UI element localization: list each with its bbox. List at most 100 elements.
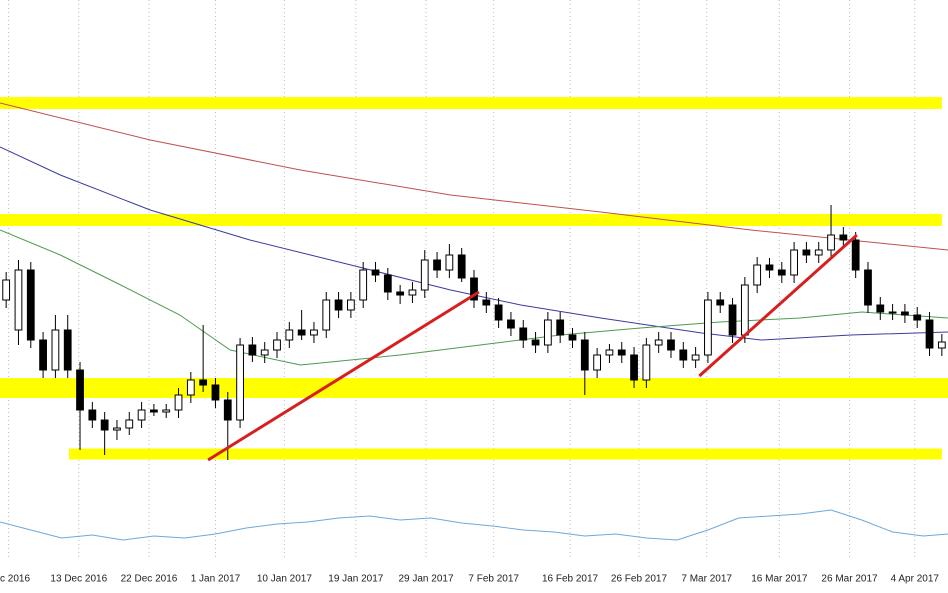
candle-body: [211, 384, 220, 401]
candle-body: [334, 299, 343, 311]
candle-body: [937, 341, 946, 349]
indicator-line: [0, 229, 948, 366]
candle-body: [310, 329, 318, 336]
candle-body: [630, 354, 638, 381]
candle-body: [285, 329, 294, 341]
candle-body: [162, 409, 171, 413]
candle-body: [113, 427, 121, 431]
candle-body: [753, 264, 762, 286]
candle-body: [137, 409, 146, 421]
x-tick-label: 16 Mar 2017: [751, 574, 808, 585]
candle-body: [531, 339, 540, 346]
level-band: [0, 378, 948, 398]
candle-body: [273, 339, 281, 351]
candle-body: [777, 269, 786, 276]
candle-body: [396, 291, 405, 296]
candle-body: [14, 269, 23, 331]
x-tick-label: 29 Jan 2017: [398, 574, 453, 585]
level-band: [0, 214, 942, 226]
candle-body: [494, 304, 503, 321]
candle-body: [322, 299, 331, 331]
candle-body: [445, 254, 454, 271]
candle-body: [346, 299, 355, 311]
candle-body: [297, 329, 306, 336]
candle-body: [359, 269, 368, 301]
candle-body: [728, 304, 737, 336]
candle-body: [580, 339, 589, 371]
candle-body: [716, 299, 725, 306]
x-tick-label: 1 Jan 2017: [191, 574, 241, 585]
candle-body: [556, 319, 565, 336]
candle-body: [765, 264, 774, 271]
candle-body: [100, 419, 109, 431]
x-tick-label: Dec 2016: [0, 574, 30, 585]
candle-body: [76, 369, 84, 411]
candle-body: [568, 334, 577, 341]
x-tick-label: 16 Feb 2017: [542, 574, 599, 585]
candle-body: [383, 274, 392, 293]
candle-body: [802, 249, 811, 256]
candle-body: [740, 284, 749, 336]
candle-body: [39, 339, 47, 371]
candle-body: [433, 259, 441, 271]
candle-body: [839, 234, 848, 241]
candle-body: [63, 329, 72, 371]
candle-body: [470, 277, 478, 301]
candle-body: [51, 329, 60, 371]
candle-body: [593, 354, 602, 371]
x-tick-label: 4 Apr 2017: [891, 574, 940, 585]
indicator-line: [0, 509, 948, 541]
x-tick-label: 13 Dec 2016: [50, 574, 107, 585]
candle-body: [248, 344, 257, 356]
candle-body: [543, 319, 552, 346]
candle-body: [408, 289, 417, 296]
candle-body: [236, 344, 244, 421]
candle-body: [150, 409, 158, 413]
candle-body: [519, 327, 528, 341]
candle-body: [851, 239, 860, 271]
candle-body: [482, 299, 491, 306]
indicator-line: [0, 146, 948, 341]
candle-body: [876, 304, 885, 313]
x-tick-label: 7 Mar 2017: [681, 574, 732, 585]
x-tick-label: 7 Feb 2017: [468, 574, 519, 585]
x-tick-label: 22 Dec 2016: [121, 574, 178, 585]
candle-body: [654, 339, 663, 346]
candle-body: [2, 279, 11, 301]
candle-body: [88, 409, 97, 421]
candle-body: [186, 379, 195, 396]
trend-line: [207, 290, 480, 462]
candle-body: [913, 314, 922, 321]
candle-body: [125, 419, 134, 429]
level-band: [0, 97, 942, 109]
candle-body: [827, 234, 835, 251]
candle-body: [679, 349, 688, 361]
candle-body: [704, 299, 712, 356]
candle-body: [260, 349, 269, 356]
candle-body: [901, 311, 909, 316]
candle-body: [507, 319, 515, 329]
candle-body: [790, 249, 798, 276]
candle-body: [371, 269, 380, 276]
candle-body: [617, 349, 626, 356]
candle-body: [174, 394, 183, 411]
x-tick-label: 19 Jan 2017: [328, 574, 383, 585]
indicator-line: [0, 102, 948, 251]
x-tick-label: 26 Feb 2017: [611, 574, 668, 585]
candle-body: [457, 254, 466, 279]
candle-body: [605, 349, 614, 356]
candle-body: [925, 319, 934, 349]
candle-body: [667, 339, 675, 351]
candle-body: [691, 354, 700, 361]
candle-body: [199, 379, 208, 386]
candle-body: [864, 269, 872, 306]
candle-body: [814, 249, 823, 256]
candle-body: [642, 344, 651, 381]
candle-body: [420, 259, 429, 291]
candle-body: [223, 399, 232, 421]
x-tick-label: 10 Jan 2017: [257, 574, 312, 585]
candle-body: [26, 269, 35, 341]
trend-line: [698, 233, 858, 378]
x-tick-label: 26 Mar 2017: [821, 574, 878, 585]
